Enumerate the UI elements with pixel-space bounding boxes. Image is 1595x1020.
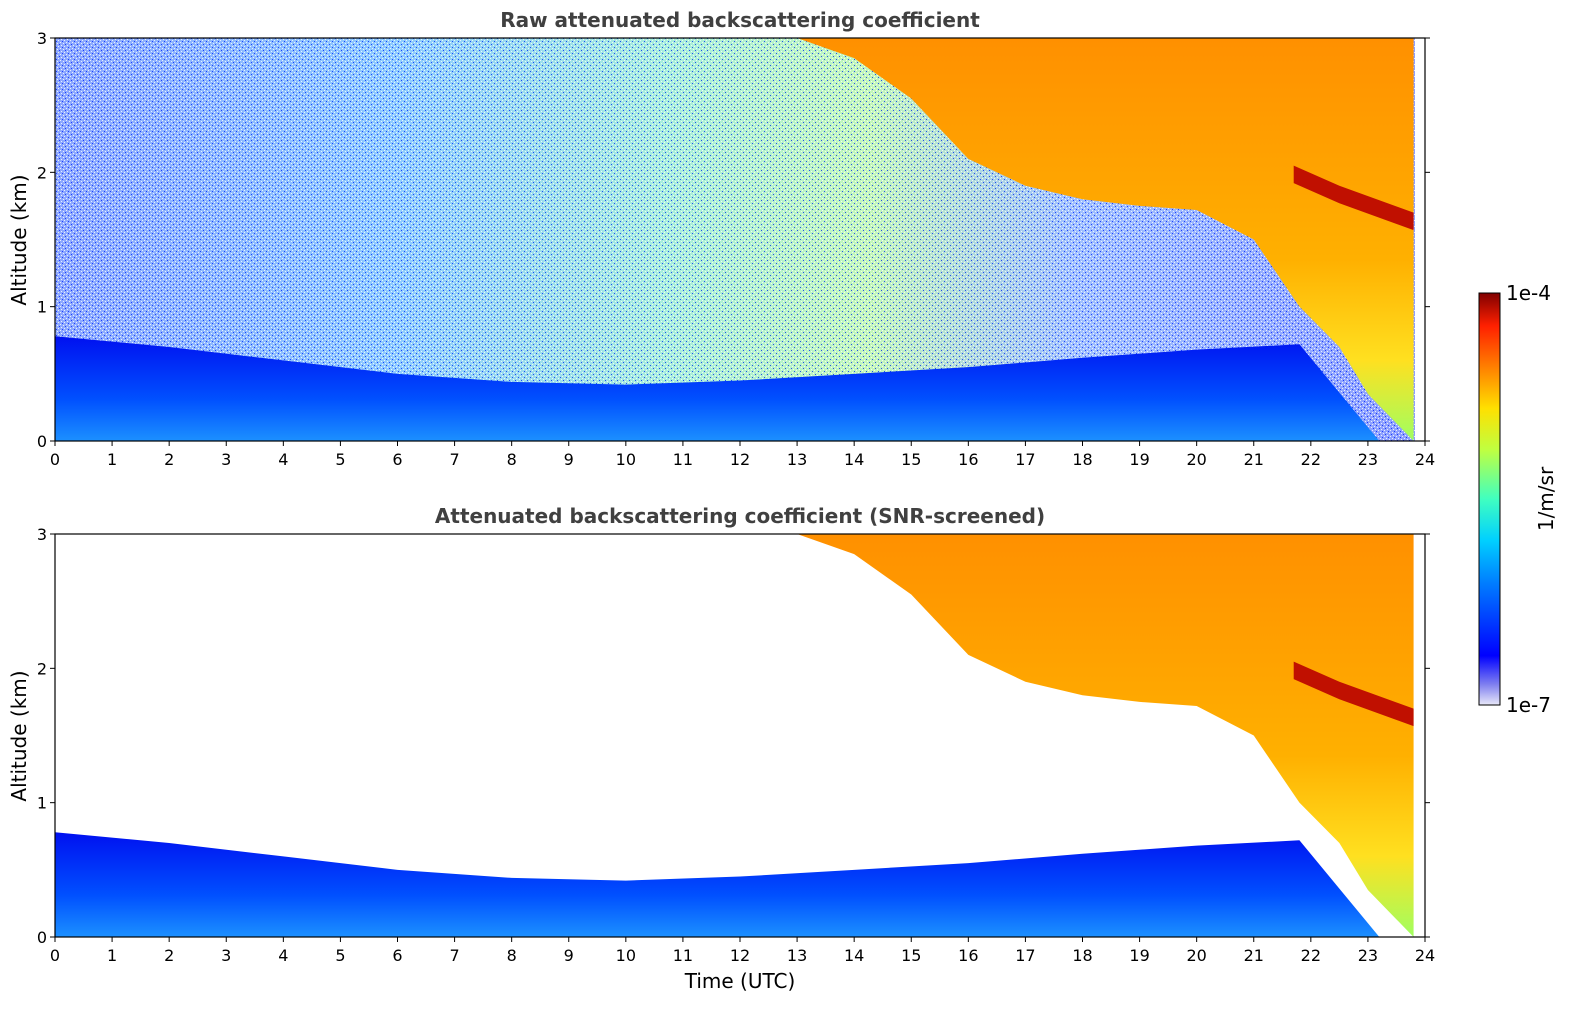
x-tick-label: 1 (107, 450, 117, 469)
raw-backscatter-panel: Raw attenuated backscattering coefficien… (7, 8, 1435, 469)
x-tick-label: 5 (335, 946, 345, 965)
x-tick-label: 2 (164, 450, 174, 469)
x-tick-label: 24 (1415, 946, 1435, 965)
x-tick-label: 9 (564, 946, 574, 965)
y-tick-label: 1 (37, 794, 47, 813)
screened-y-ticks: 0 1 2 3 (37, 525, 1430, 947)
x-tick-label: 19 (1129, 946, 1149, 965)
x-tick-label: 7 (449, 450, 459, 469)
x-tick-label: 13 (787, 450, 807, 469)
y-tick-label: 1 (37, 298, 47, 317)
x-tick-label: 1 (107, 946, 117, 965)
y-tick-label: 2 (37, 163, 47, 182)
screened-cloud-region (797, 534, 1414, 937)
x-tick-label: 6 (392, 946, 402, 965)
x-tick-label: 9 (564, 450, 574, 469)
screened-dense-cloud-layer (1293, 661, 1414, 727)
x-tick-label: 15 (901, 450, 921, 469)
x-tick-label: 22 (1301, 946, 1321, 965)
y-tick-label: 3 (37, 525, 47, 544)
colorbar-label: 1/m/sr (1534, 466, 1558, 531)
raw-panel-title: Raw attenuated backscattering coefficien… (500, 8, 980, 32)
x-tick-label: 18 (1072, 450, 1092, 469)
raw-y-ticks: 0 1 2 3 (37, 29, 1430, 451)
x-tick-label: 16 (958, 946, 978, 965)
colorbar-max-label: 1e-4 (1506, 281, 1551, 305)
x-tick-label: 6 (392, 450, 402, 469)
screened-boundary-layer (55, 832, 1380, 937)
raw-y-axis-label: Altitude (km) (7, 174, 31, 305)
x-tick-label: 19 (1129, 450, 1149, 469)
raw-x-ticks: 0 1 2 3 4 5 6 7 8 9 10 11 12 13 14 15 16 17 18 19 20 21 22 23 24 (50, 441, 1435, 469)
x-tick-label: 11 (673, 946, 693, 965)
x-tick-label: 15 (901, 946, 921, 965)
x-tick-label: 4 (278, 946, 288, 965)
x-tick-label: 13 (787, 946, 807, 965)
x-tick-label: 12 (730, 946, 750, 965)
x-tick-label: 3 (221, 946, 231, 965)
x-tick-label: 2 (164, 946, 174, 965)
snr-screened-panel: Attenuated backscattering coefficient (S… (7, 504, 1435, 993)
x-tick-label: 21 (1244, 450, 1264, 469)
x-tick-label: 14 (844, 450, 864, 469)
x-tick-label: 5 (335, 450, 345, 469)
screened-x-ticks: 0 1 2 3 4 5 6 7 8 9 10 11 12 13 14 15 16 17 18 19 20 21 22 23 24 (50, 937, 1435, 965)
x-tick-label: 12 (730, 450, 750, 469)
x-tick-label: 20 (1186, 946, 1206, 965)
x-tick-label: 7 (449, 946, 459, 965)
y-tick-label: 0 (37, 432, 47, 451)
x-tick-label: 11 (673, 450, 693, 469)
y-tick-label: 0 (37, 928, 47, 947)
x-tick-label: 3 (221, 450, 231, 469)
x-tick-label: 23 (1358, 450, 1378, 469)
x-tick-label: 21 (1244, 946, 1264, 965)
colorbar-min-label: 1e-7 (1506, 693, 1551, 717)
x-tick-label: 20 (1186, 450, 1206, 469)
colorbar-gradient (1478, 292, 1501, 706)
x-tick-label: 18 (1072, 946, 1092, 965)
colorbar: 1e-4 1e-7 1/m/sr (1478, 281, 1558, 717)
x-tick-label: 4 (278, 450, 288, 469)
raw-heatmap (55, 38, 1425, 441)
screened-panel-title: Attenuated backscattering coefficient (S… (435, 504, 1045, 528)
raw-cloud-region (797, 38, 1414, 441)
x-tick-label: 8 (507, 450, 517, 469)
screened-y-axis-label: Altitude (km) (7, 670, 31, 801)
x-tick-label: 14 (844, 946, 864, 965)
x-tick-label: 10 (616, 946, 636, 965)
y-tick-label: 3 (37, 29, 47, 48)
x-tick-label: 16 (958, 450, 978, 469)
x-axis-label: Time (UTC) (684, 969, 796, 993)
raw-dense-cloud-layer (1293, 165, 1414, 231)
screened-heatmap (55, 534, 1425, 937)
raw-boundary-layer (55, 336, 1380, 441)
x-tick-label: 0 (50, 946, 60, 965)
x-tick-label: 10 (616, 450, 636, 469)
y-tick-label: 2 (37, 659, 47, 678)
x-tick-label: 23 (1358, 946, 1378, 965)
x-tick-label: 24 (1415, 450, 1435, 469)
x-tick-label: 17 (1015, 450, 1035, 469)
x-tick-label: 17 (1015, 946, 1035, 965)
x-tick-label: 0 (50, 450, 60, 469)
x-tick-label: 22 (1301, 450, 1321, 469)
x-tick-label: 8 (507, 946, 517, 965)
